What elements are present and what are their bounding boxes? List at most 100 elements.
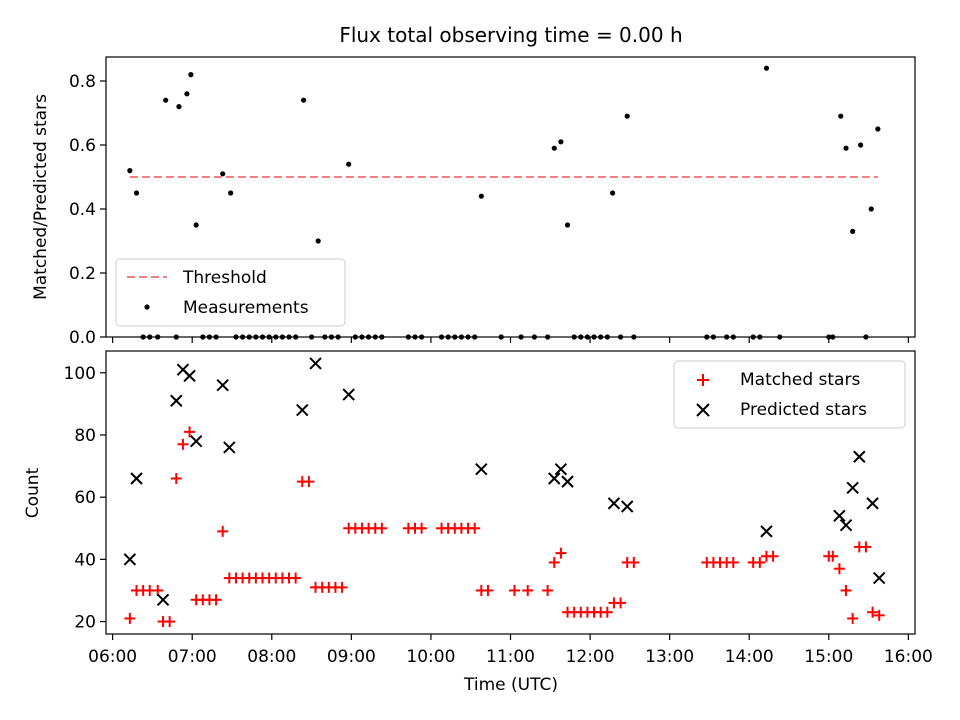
bottom-y-tick-label: 80 bbox=[74, 426, 96, 446]
measurement-point bbox=[551, 145, 557, 151]
measurement-point bbox=[858, 142, 864, 148]
x-tick-label: 15:00 bbox=[804, 647, 853, 667]
bottom-y-tick-label: 40 bbox=[74, 550, 96, 570]
x-tick-label: 09:00 bbox=[327, 647, 376, 667]
x-tick-label: 06:00 bbox=[88, 647, 137, 667]
measurement-point bbox=[176, 104, 182, 110]
matched-stars-point bbox=[164, 616, 176, 628]
predicted-stars-point bbox=[621, 500, 634, 513]
predicted-stars-point bbox=[216, 379, 229, 392]
predicted-stars-point bbox=[296, 403, 309, 417]
x-tick-label: 14:00 bbox=[725, 647, 774, 667]
x-tick-label: 12:00 bbox=[566, 647, 615, 667]
top-y-tick-label: 0.4 bbox=[69, 200, 96, 220]
matched-stars-point bbox=[184, 426, 196, 438]
top-y-axis-label: Matched/Predicted stars bbox=[31, 94, 51, 300]
predicted-stars-point bbox=[189, 434, 203, 448]
top-y-tick-label: 0.6 bbox=[69, 136, 96, 156]
measurement-point bbox=[193, 222, 199, 228]
matched-stars-point bbox=[727, 556, 739, 568]
matched-stars-point bbox=[548, 556, 560, 568]
bottom-legend: Matched stars Predicted stars bbox=[673, 360, 906, 429]
predicted-stars-point bbox=[130, 472, 143, 485]
predicted-stars-point bbox=[309, 357, 322, 370]
matched-stars-point bbox=[336, 581, 348, 593]
predicted-stars-point bbox=[561, 475, 574, 488]
measurement-point bbox=[163, 97, 169, 103]
measurements-legend-label: Measurements bbox=[183, 298, 309, 318]
top-chart-title: Flux total observing time = 0.00 h bbox=[339, 23, 682, 47]
matched-stars-point bbox=[217, 525, 229, 537]
measurement-point bbox=[315, 238, 321, 244]
predicted-stars-point bbox=[839, 518, 853, 532]
top-y-tick-label: 0.2 bbox=[69, 264, 96, 284]
matched-stars-point bbox=[601, 606, 613, 618]
measurement-point bbox=[763, 65, 770, 71]
predicted-stars-point bbox=[123, 553, 137, 566]
predicted-stars-point bbox=[607, 497, 621, 510]
matched-stars-point bbox=[170, 473, 182, 485]
top-y-tick-label: 0.8 bbox=[69, 72, 96, 92]
top-legend: Threshold Measurements bbox=[115, 258, 346, 327]
matched-stars-point bbox=[508, 584, 520, 596]
predicted-stars-point bbox=[554, 462, 568, 476]
matched-stars-point bbox=[754, 556, 766, 568]
measurement-point bbox=[188, 72, 194, 78]
measurement-point bbox=[838, 113, 844, 119]
top-y-tick-label: 0.0 bbox=[69, 328, 96, 348]
predicted-stars-point bbox=[833, 509, 846, 523]
x-tick-label: 10:00 bbox=[406, 647, 455, 667]
matched-stars-legend-marker bbox=[697, 374, 709, 386]
predicted-stars-point bbox=[548, 472, 561, 485]
matched-stars-point bbox=[177, 438, 189, 450]
matched-stars-legend-label: Matched stars bbox=[740, 370, 860, 390]
bottom-y-tick-label: 60 bbox=[74, 488, 96, 508]
matched-stars-point bbox=[555, 547, 567, 559]
matched-stars-point bbox=[827, 550, 839, 562]
measurement-point bbox=[220, 171, 226, 177]
x-tick-label: 16:00 bbox=[884, 647, 933, 667]
matched-stars-point bbox=[522, 584, 534, 596]
predicted-stars-point bbox=[872, 571, 886, 585]
matched-stars-point bbox=[867, 606, 879, 618]
predicted-stars-point bbox=[342, 388, 355, 401]
predicted-stars-point bbox=[866, 497, 879, 510]
matched-stars-point bbox=[303, 476, 315, 488]
matched-stars-point bbox=[469, 522, 481, 534]
measurement-point bbox=[301, 97, 307, 103]
predicted-stars-point bbox=[223, 441, 236, 454]
matched-stars-point bbox=[873, 609, 885, 621]
measurement-point bbox=[564, 222, 571, 228]
measurement-point bbox=[868, 206, 874, 212]
bottom-y-axis-label: Count bbox=[23, 467, 43, 518]
x-tick-label: 11:00 bbox=[486, 647, 535, 667]
bottom-y-tick-label: 100 bbox=[64, 364, 96, 384]
measurement-point bbox=[127, 168, 133, 174]
matched-stars-point bbox=[615, 597, 627, 609]
measurement-point bbox=[558, 139, 564, 145]
x-axis-label: Time (UTC) bbox=[463, 675, 558, 695]
matched-stars-point bbox=[416, 522, 428, 534]
predicted-stars-point bbox=[156, 593, 170, 606]
matched-stars-point bbox=[376, 522, 388, 534]
measurement-point bbox=[133, 190, 140, 196]
matched-stars-point bbox=[290, 572, 302, 584]
predicted-stars-point bbox=[846, 481, 859, 495]
predicted-stars-point bbox=[170, 394, 183, 407]
matched-stars-point bbox=[482, 584, 494, 596]
measurement-point bbox=[875, 126, 881, 132]
matched-stars-point bbox=[767, 550, 779, 562]
predicted-stars-point bbox=[853, 450, 866, 463]
predicted-stars-legend-marker bbox=[696, 403, 710, 417]
measurements-legend-marker bbox=[144, 304, 150, 310]
x-tick-label: 13:00 bbox=[645, 647, 694, 667]
predicted-stars-legend-label: Predicted stars bbox=[740, 400, 867, 420]
matched-stars-point bbox=[124, 612, 136, 624]
predicted-stars-point bbox=[475, 462, 488, 476]
measurement-point bbox=[843, 145, 849, 151]
threshold-legend-label: Threshold bbox=[182, 268, 267, 288]
matched-stars-point bbox=[542, 584, 554, 596]
predicted-stars-point bbox=[183, 369, 196, 383]
measurement-point bbox=[228, 190, 234, 196]
